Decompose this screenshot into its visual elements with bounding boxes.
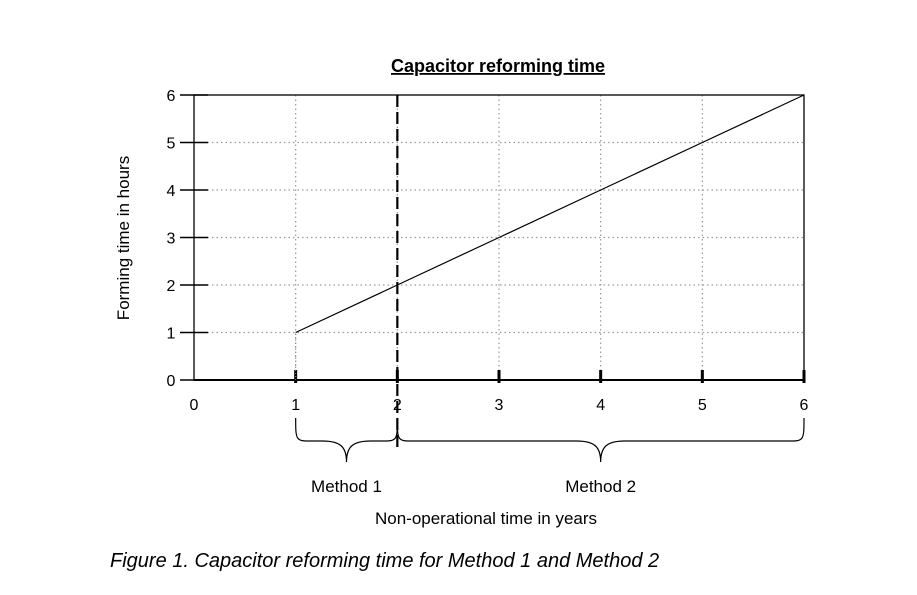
range-label: Method 2 xyxy=(565,477,636,496)
x-axis-title: Non-operational time in years xyxy=(375,509,597,528)
y-axis-title: Forming time in hours xyxy=(114,156,133,320)
chart-title: Capacitor reforming time xyxy=(391,56,605,76)
y-tick-label: 2 xyxy=(167,278,176,295)
y-tick-label: 5 xyxy=(167,136,176,153)
y-tick-label: 4 xyxy=(167,183,176,200)
x-tick-label: 6 xyxy=(800,397,809,414)
chart-marks xyxy=(180,94,806,463)
x-tick-label: 2 xyxy=(393,397,402,414)
range-brace xyxy=(396,417,805,463)
series-line xyxy=(295,94,805,334)
figure-caption: Figure 1. Capacitor reforming time for M… xyxy=(110,550,659,572)
y-tick-label: 6 xyxy=(167,88,176,105)
x-tick-label: 3 xyxy=(495,397,504,414)
x-tick-label: 4 xyxy=(596,397,605,414)
y-tick-label: 3 xyxy=(167,231,176,248)
chart-labels: 0 1 2 3 4 5 6 0 1 2 3 4 5 6 Method 1 Method 2 xyxy=(167,88,809,496)
x-tick-label: 5 xyxy=(698,397,707,414)
y-tick-label: 0 xyxy=(167,373,176,390)
range-brace xyxy=(295,417,398,463)
range-label: Method 1 xyxy=(311,477,382,496)
x-tick-label: 1 xyxy=(291,397,300,414)
x-tick-label: 0 xyxy=(190,397,199,414)
y-tick-label: 1 xyxy=(167,326,176,343)
